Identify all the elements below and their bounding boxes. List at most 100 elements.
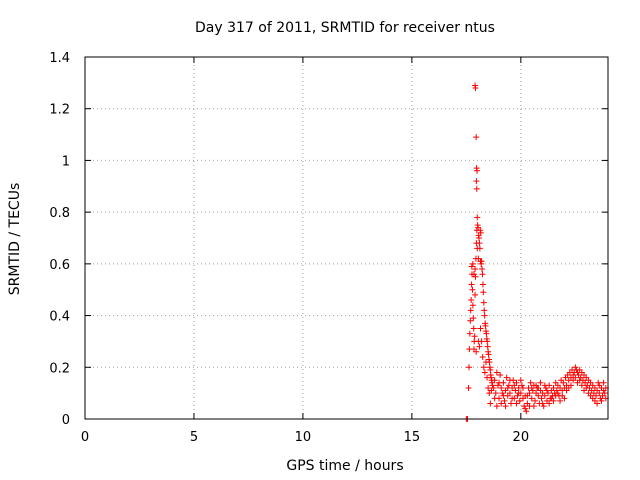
data-point: [467, 307, 474, 314]
data-point: [567, 382, 574, 389]
data-point: [480, 289, 487, 296]
data-point: [517, 377, 524, 384]
data-point: [511, 382, 518, 389]
data-point: [484, 338, 491, 345]
ticks-layer: [84, 56, 608, 420]
y-tick-label: 1.4: [49, 51, 70, 66]
data-point: [561, 395, 568, 402]
chart-title: Day 317 of 2011, SRMTID for receiver ntu…: [195, 20, 495, 36]
points-layer: [463, 82, 609, 422]
data-point: [505, 382, 512, 389]
data-point: [593, 392, 600, 399]
data-point: [471, 333, 478, 340]
data-point: [526, 390, 533, 397]
data-point: [540, 403, 547, 410]
data-point: [513, 400, 520, 407]
y-tick-label: 1.2: [49, 103, 70, 118]
data-point: [537, 379, 544, 386]
data-point: [543, 387, 550, 394]
data-point: [491, 395, 498, 402]
data-point: [583, 384, 590, 391]
data-point: [474, 245, 481, 252]
data-point: [512, 387, 519, 394]
data-point: [489, 382, 496, 389]
data-point: [594, 400, 601, 407]
data-point: [572, 364, 579, 371]
data-point: [473, 185, 480, 192]
data-point: [490, 384, 497, 391]
data-point: [482, 322, 489, 329]
data-point: [522, 392, 529, 399]
data-point: [529, 387, 536, 394]
data-point: [480, 299, 487, 306]
data-point: [493, 369, 500, 376]
data-point: [491, 377, 498, 384]
data-point: [473, 178, 480, 185]
data-point: [596, 382, 603, 389]
data-point: [472, 291, 479, 298]
y-tick-label: 0.8: [49, 206, 70, 221]
data-point: [465, 364, 472, 371]
data-point: [546, 400, 553, 407]
data-point: [470, 271, 477, 278]
data-point: [473, 348, 480, 355]
data-point: [479, 271, 486, 278]
x-tick-label: 20: [513, 430, 530, 445]
data-point: [481, 307, 488, 314]
y-tick-label: 1: [62, 154, 70, 169]
data-point: [498, 384, 505, 391]
data-point: [469, 302, 476, 309]
y-tick-label: 0.2: [49, 361, 70, 376]
data-point: [480, 364, 487, 371]
data-point: [485, 351, 492, 358]
data-point: [538, 395, 545, 402]
data-point: [514, 392, 521, 399]
data-point: [539, 400, 546, 407]
data-point: [521, 403, 528, 410]
data-point: [474, 214, 481, 221]
data-point: [554, 390, 561, 397]
data-point: [482, 359, 489, 366]
data-point: [466, 330, 473, 337]
data-point: [468, 263, 475, 270]
data-point: [477, 258, 484, 265]
data-point: [506, 390, 513, 397]
data-point: [506, 377, 513, 384]
data-point: [504, 384, 511, 391]
data-point: [530, 403, 537, 410]
data-point: [479, 353, 486, 360]
data-point: [520, 384, 527, 391]
data-point: [576, 377, 583, 384]
data-point: [541, 382, 548, 389]
data-point: [481, 369, 488, 376]
data-point: [465, 384, 472, 391]
data-point: [476, 240, 483, 247]
data-point: [478, 338, 485, 345]
x-axis-label: GPS time / hours: [286, 458, 403, 474]
data-point: [467, 317, 474, 324]
plot-area-border: [84, 56, 609, 420]
data-point: [468, 281, 475, 288]
data-point: [596, 390, 603, 397]
data-point: [479, 266, 486, 273]
y-tick-label: 0.6: [49, 258, 70, 273]
data-point: [474, 167, 481, 174]
data-point: [550, 384, 557, 391]
data-point: [470, 325, 477, 332]
data-point: [501, 397, 508, 404]
data-point: [522, 405, 529, 412]
data-point: [485, 384, 492, 391]
data-point: [472, 266, 479, 273]
data-point: [492, 390, 499, 397]
data-point: [502, 403, 509, 410]
data-point: [469, 286, 476, 293]
y-tick-label: 0.4: [49, 310, 70, 325]
data-point: [595, 379, 602, 386]
data-point: [476, 343, 483, 350]
x-tick-label: 5: [190, 430, 198, 445]
data-point: [497, 372, 504, 379]
data-point: [515, 390, 522, 397]
data-point: [479, 281, 486, 288]
